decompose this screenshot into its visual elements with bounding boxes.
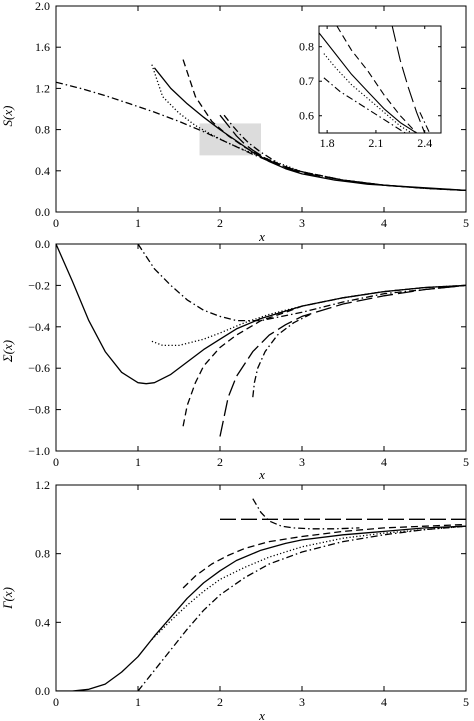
y-tick-label: −1.0: [28, 444, 50, 458]
y-tick-label: 2.0: [35, 0, 50, 13]
x-tick-label: 1.8: [320, 136, 335, 150]
plot-frame: [55, 243, 467, 452]
ylabel-bottom: Γ(x): [0, 587, 15, 610]
y-tick-label: −0.6: [28, 361, 50, 375]
x-tick-label: 1: [135, 695, 141, 709]
series-dash-dot-line-4: [137, 525, 466, 691]
x-tick-label: 2: [217, 695, 223, 709]
series-dash-dot-line-5: [252, 313, 311, 398]
chart-gamma-of-x: x Γ(x) 0 1 2 3 4 5 0.0 0.4 0.8 1.2: [0, 478, 469, 721]
series-long-dash-line-1: [391, 26, 426, 133]
y-tick-label: 0.6: [299, 109, 314, 123]
series-dotted-line-3: [151, 525, 466, 640]
x-tick-label: 0: [53, 216, 59, 230]
y-tick-label: 0.0: [35, 684, 50, 698]
ylabel-middle: Σ(x): [0, 340, 15, 363]
x-tick-label: 4: [381, 455, 387, 469]
x-tick-label: 2: [217, 455, 223, 469]
x-tick-label: 4: [381, 216, 387, 230]
series-dash-dot-line-4: [323, 77, 406, 133]
x-tick-label: 5: [463, 455, 469, 469]
series-dash-dot-line-5: [223, 114, 278, 164]
plot-frame: [318, 25, 442, 134]
y-tick-label: 0.8: [35, 547, 50, 561]
x-tick-label: 4: [381, 695, 387, 709]
xlabel-middle: x: [258, 467, 265, 482]
x-tick-label: 3: [299, 216, 305, 230]
x-tick-label: 1: [135, 216, 141, 230]
y-tick-label: 1.2: [35, 81, 50, 95]
series-solid-line-0: [319, 32, 417, 133]
y-tick-label: 0.0: [35, 205, 50, 219]
y-tick-label: −0.4: [28, 320, 50, 334]
y-tick-label: 0.4: [35, 615, 50, 629]
y-tick-label: −0.8: [28, 403, 50, 417]
plot-frame: [55, 484, 467, 692]
x-tick-label: 2.4: [417, 136, 432, 150]
series-long-dash-line-1: [219, 284, 466, 437]
series-dash-dot-line-4: [137, 244, 466, 322]
chart-s-of-x: x S(x) 0 1 2 3 4 5 0.0 0.4 0.8 1.2 1.6 2.0: [0, 0, 469, 244]
x-tick-label: 2.1: [368, 136, 383, 150]
plot-frame: [55, 5, 467, 213]
series-dashed-line-2: [336, 26, 418, 133]
zoom-highlight-region: [199, 123, 261, 156]
series-dotted-line-3: [323, 53, 412, 133]
x-tick-label: 0: [53, 695, 59, 709]
series-dash-dot-line-5: [419, 112, 431, 133]
y-tick-label: 0.7: [299, 74, 314, 88]
x-tick-label: 2: [217, 216, 223, 230]
y-tick-label: 0.8: [35, 123, 50, 137]
x-tick-label: 3: [299, 455, 305, 469]
x-tick-label: 5: [463, 695, 469, 709]
series-dash-dot-line-5: [252, 498, 360, 530]
x-tick-label: 1: [135, 455, 141, 469]
series-dash-dot-line-4: [56, 81, 466, 192]
y-tick-label: 0.0: [35, 237, 50, 251]
series-solid-line-0: [56, 525, 466, 691]
y-tick-label: 0.8: [299, 40, 314, 54]
ylabel-top: S(x): [0, 106, 15, 127]
series-solid-line-0: [56, 244, 466, 385]
y-tick-label: 1.2: [35, 478, 50, 492]
series-dashed-line-2: [182, 284, 466, 427]
xlabel-top: x: [258, 229, 265, 244]
series-dashed-line-2: [182, 523, 466, 589]
x-tick-label: 5: [463, 216, 469, 230]
x-tick-label: 0: [53, 455, 59, 469]
x-tick-label: 3: [299, 695, 305, 709]
inset-chart-zoom: 1.8 2.1 2.4 0.6 0.7 0.8: [299, 25, 442, 150]
y-tick-label: −0.2: [28, 278, 50, 292]
y-tick-label: 0.4: [35, 164, 50, 178]
y-tick-label: 1.6: [35, 40, 50, 54]
chart-sigma-of-x: x Σ(x) 0 1 2 3 4 5 0.0 −0.2 −0.4 −0.6 −0.8 −1.0: [0, 237, 469, 482]
xlabel-bottom: x: [258, 708, 265, 721]
